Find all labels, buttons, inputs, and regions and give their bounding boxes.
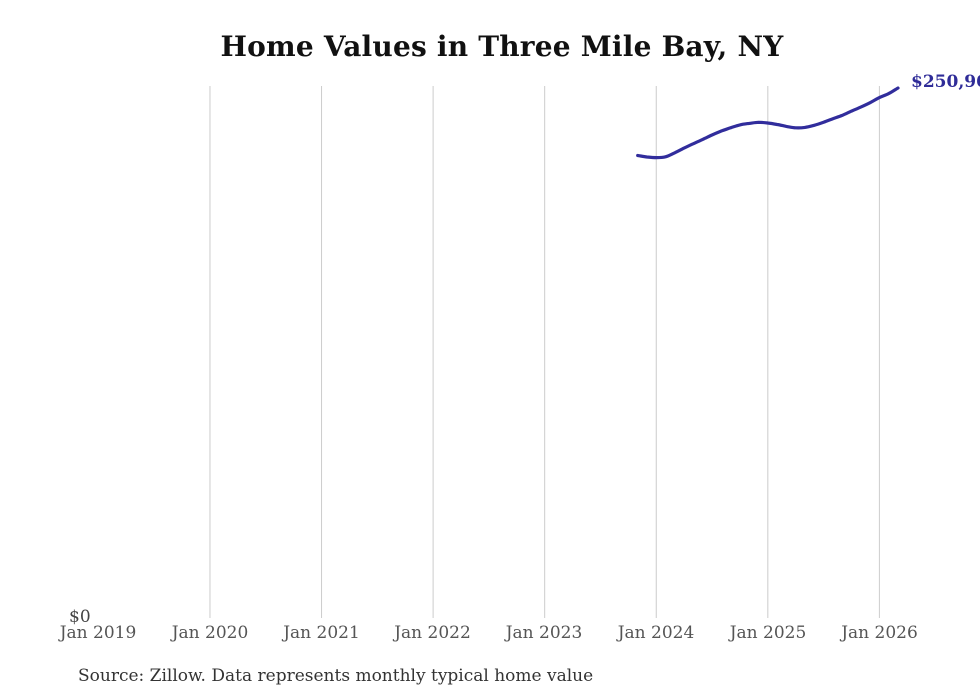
- x-tick-jan-2024: Jan 2024: [617, 623, 695, 643]
- x-tick-jan-2021: Jan 2021: [283, 623, 360, 643]
- latest-value-label: $250,960: [911, 72, 980, 92]
- x-tick-jan-2025: Jan 2025: [729, 623, 807, 643]
- x-tick-jan-2019: Jan 2019: [59, 623, 137, 643]
- chart-title: Home Values in Three Mile Bay, NY: [220, 30, 784, 63]
- x-tick-jan-2022: Jan 2022: [394, 623, 471, 643]
- y-axis-zero-label: $0: [69, 607, 91, 627]
- vertical-gridlines: [209, 86, 880, 618]
- x-tick-jan-2023: Jan 2023: [505, 623, 583, 643]
- x-tick-jan-2020: Jan 2020: [171, 623, 249, 643]
- source-note: Source: Zillow. Data represents monthly …: [78, 666, 594, 686]
- x-tick-jan-2026: Jan 2026: [841, 623, 918, 643]
- home-value-line: [636, 86, 900, 160]
